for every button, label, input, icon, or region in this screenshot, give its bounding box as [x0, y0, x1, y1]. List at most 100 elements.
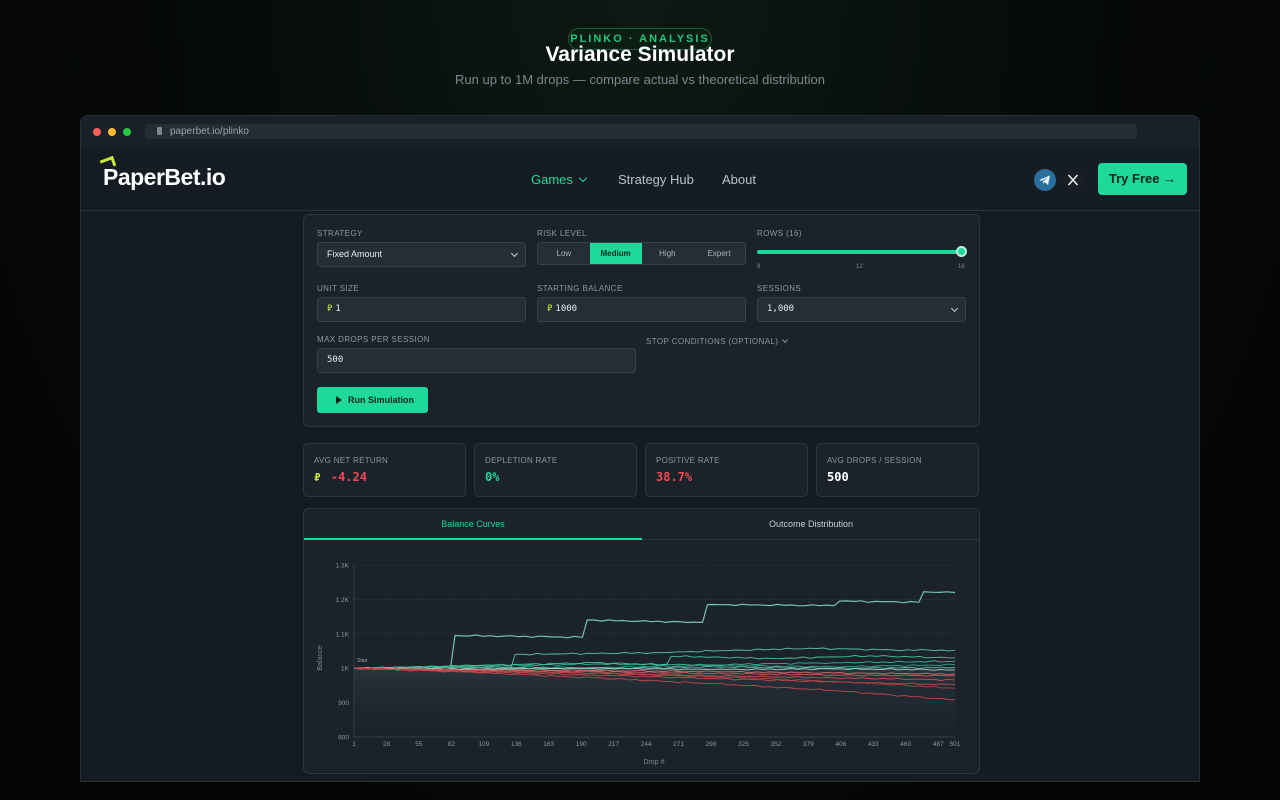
hero-badge: PLINKO · ANALYSIS — [568, 28, 712, 50]
y-tick-label: 1.3K — [336, 563, 350, 570]
stop-conditions-toggle[interactable]: STOP CONDITIONS (OPTIONAL) — [646, 337, 789, 346]
rows-tick-mid: 12 — [856, 264, 863, 270]
run-simulation-button[interactable]: Run Simulation — [317, 387, 428, 413]
x-tick-label: 55 — [415, 741, 423, 748]
y-tick-label: 1.1K — [336, 631, 350, 638]
balance-series-line — [353, 655, 956, 670]
starting-balance-input[interactable]: ₽1000 — [537, 297, 746, 322]
x-axis-label: Drop # — [643, 759, 664, 766]
risk-level-segmented: Low Medium High Expert — [537, 242, 746, 265]
play-icon — [336, 396, 342, 404]
unit-size-label: UNIT SIZE — [317, 284, 360, 293]
y-tick-label: 1K — [341, 666, 350, 673]
y-tick-label: 800 — [338, 735, 349, 742]
chevron-down-icon — [578, 173, 588, 183]
stat-label: AVG DROPS / SESSION — [827, 456, 922, 465]
nav-item-strategy-hub[interactable]: Strategy Hub — [618, 172, 694, 187]
x-tick-label: 136 — [511, 741, 522, 748]
lock-icon — [157, 127, 162, 135]
max-drops-label: MAX DROPS PER SESSION — [317, 335, 430, 344]
run-simulation-label: Run Simulation — [348, 395, 414, 405]
close-dot-icon[interactable] — [93, 128, 101, 136]
y-tick-label: 1.2K — [336, 597, 350, 604]
stat-value-text: -4.24 — [330, 470, 367, 484]
browser-window: paperbet.io/plinko PaperBet.io Games Str… — [80, 115, 1200, 782]
nav-item-games[interactable]: Games — [531, 172, 588, 187]
x-tick-label: 1 — [352, 741, 356, 748]
sessions-select[interactable]: 1,000 — [757, 297, 966, 322]
max-drops-input[interactable]: 500 — [317, 348, 636, 373]
logo[interactable]: PaperBet.io — [99, 155, 226, 191]
balance-series-line — [353, 667, 956, 689]
rows-slider-handle[interactable] — [956, 246, 967, 257]
maximize-dot-icon[interactable] — [123, 128, 131, 136]
x-tick-label: 379 — [803, 741, 814, 748]
browser-chrome: paperbet.io/plinko — [81, 116, 1199, 148]
starting-balance-label: STARTING BALANCE — [537, 284, 623, 293]
start-marker-label: Start — [357, 658, 368, 664]
stat-label: AVG NET RETURN — [314, 456, 389, 465]
x-icon[interactable] — [1062, 169, 1084, 191]
strategy-select[interactable]: Fixed Amount — [317, 242, 526, 267]
stat-card-depletion-rate: DEPLETION RATE 0% — [474, 443, 637, 497]
x-tick-label: 460 — [900, 741, 911, 748]
balance-series-line — [353, 667, 956, 701]
stat-value: 38.7% — [656, 470, 693, 484]
rows-slider-track[interactable] — [757, 250, 962, 254]
unit-size-input[interactable]: ₽1 — [317, 297, 526, 322]
balance-series-line — [353, 660, 956, 669]
stat-label: POSITIVE RATE — [656, 456, 720, 465]
strategy-label: STRATEGY — [317, 229, 363, 238]
telegram-icon[interactable] — [1034, 169, 1056, 191]
risk-option-high[interactable]: High — [659, 249, 676, 258]
url-text: paperbet.io/plinko — [170, 126, 249, 137]
tab-balance-curves[interactable]: Balance Curves — [304, 509, 642, 540]
x-tick-label: 406 — [835, 741, 846, 748]
nav-item-games-label: Games — [531, 172, 573, 187]
stat-value: ₽ -4.24 — [314, 470, 367, 484]
y-axis-label: Balance — [317, 645, 324, 670]
logo-text: PaperBet.io — [103, 164, 226, 190]
site-nav: PaperBet.io Games Strategy Hub About Try… — [81, 148, 1199, 211]
stat-label: DEPLETION RATE — [485, 456, 558, 465]
nav-item-about[interactable]: About — [722, 172, 756, 187]
stat-card-positive-rate: POSITIVE RATE 38.7% — [645, 443, 808, 497]
max-drops-value: 500 — [327, 355, 344, 365]
unit-size-value: 1 — [335, 304, 341, 314]
page-subtitle: Run up to 1M drops — compare actual vs t… — [455, 72, 825, 87]
strategy-value: Fixed Amount — [327, 249, 383, 259]
try-free-button[interactable]: Try Free → — [1098, 163, 1187, 195]
x-tick-label: 244 — [641, 741, 652, 748]
stat-card-avg-drops: AVG DROPS / SESSION 500 — [816, 443, 979, 497]
x-tick-label: 28 — [383, 741, 391, 748]
x-tick-label: 325 — [738, 741, 749, 748]
coin-icon: ₽ — [314, 471, 321, 484]
rows-tick-max: 16 — [958, 264, 965, 270]
x-tick-label: 163 — [543, 741, 554, 748]
x-tick-label: 82 — [448, 741, 456, 748]
x-tick-label: 109 — [478, 741, 489, 748]
risk-option-medium[interactable]: Medium — [589, 243, 642, 264]
x-tick-label: 190 — [576, 741, 587, 748]
url-bar[interactable]: paperbet.io/plinko — [145, 124, 1137, 139]
risk-option-low[interactable]: Low — [556, 249, 572, 258]
tab-outcome-distribution[interactable]: Outcome Distribution — [642, 509, 979, 540]
coin-icon: ₽ — [327, 304, 333, 314]
stop-conditions-label: STOP CONDITIONS (OPTIONAL) — [646, 337, 779, 346]
x-tick-label: 352 — [770, 741, 781, 748]
risk-level-label: RISK LEVEL — [537, 229, 587, 238]
balance-chart: 800 900 1K 1.1K 1.2K 1.3K 1 28 55 82 109 136 163 190 2… — [317, 563, 961, 767]
sessions-label: SESSIONS — [757, 284, 802, 293]
y-tick-label: 900 — [338, 700, 349, 707]
balance-series-line — [353, 591, 956, 671]
x-tick-label: 433 — [868, 741, 879, 748]
starting-balance-value: 1000 — [555, 304, 578, 314]
chevron-down-icon — [782, 337, 789, 343]
minimize-dot-icon[interactable] — [108, 128, 116, 136]
risk-option-expert[interactable]: Expert — [707, 249, 731, 258]
chevron-down-icon — [950, 304, 959, 313]
stat-value: 500 — [827, 470, 849, 484]
sessions-value: 1,000 — [767, 304, 795, 314]
rows-label: ROWS (16) — [757, 229, 802, 238]
x-tick-label: 487 — [933, 741, 944, 748]
